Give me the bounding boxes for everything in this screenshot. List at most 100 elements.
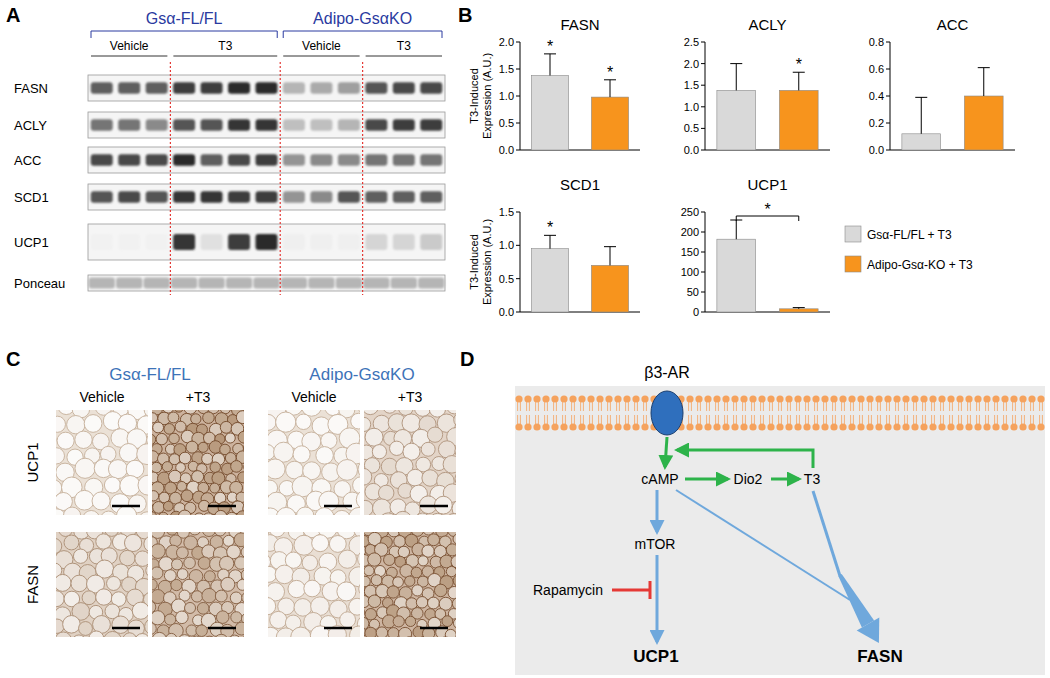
lipid-tail (571, 415, 572, 424)
cell (440, 637, 451, 638)
cell (376, 627, 388, 637)
band (338, 82, 360, 94)
lipid-head (902, 395, 909, 402)
band (256, 154, 278, 166)
band (146, 154, 168, 166)
y-tick (886, 96, 890, 97)
cell (378, 485, 393, 500)
lipid-tail (862, 415, 863, 424)
band (173, 234, 195, 250)
cell (194, 513, 205, 515)
lipid-tail (1015, 402, 1016, 411)
band (173, 154, 195, 166)
cell (454, 412, 456, 427)
cell (152, 632, 166, 637)
cell (152, 590, 165, 604)
cell (329, 536, 346, 553)
lipid-tail (916, 415, 917, 424)
bar-chart: FASNT3-InducedExpression (A.U.)0.00.51.0… (468, 16, 640, 156)
error-bar (978, 68, 990, 96)
y-tick (701, 312, 705, 313)
cell (215, 510, 227, 515)
lipid-head (965, 395, 972, 402)
scale-bar (208, 627, 236, 630)
cell (152, 413, 158, 423)
band (118, 234, 140, 250)
band (420, 154, 442, 166)
lipid-tail (727, 402, 728, 411)
cell (238, 472, 244, 483)
y-tick-label: 2.0 (499, 36, 514, 48)
lipid-tail (859, 415, 860, 424)
lipid-tail (760, 402, 761, 411)
lipid-tail (976, 402, 977, 411)
lipid-tail (799, 402, 800, 411)
lipid-tail (877, 402, 878, 411)
y-tick (701, 63, 705, 64)
cell (191, 591, 202, 602)
y-tick-label: 1.0 (684, 101, 699, 113)
cell (152, 579, 157, 590)
lipid-tail (637, 415, 638, 424)
lipid-tail (754, 415, 755, 424)
lipid-head (587, 423, 594, 430)
band (420, 119, 442, 131)
lipid-tail (880, 402, 881, 411)
lipid-head (731, 423, 738, 430)
lipid-tail (970, 402, 971, 411)
lipid-head (623, 423, 630, 430)
micrograph (56, 532, 148, 637)
y-tick (701, 85, 705, 86)
micrograph (56, 410, 148, 515)
lipid-head (551, 423, 558, 430)
lipid-head (614, 423, 621, 430)
lipid-tail (940, 415, 941, 424)
y-tick-label: 0.5 (684, 122, 699, 134)
lipid-tail (907, 402, 908, 411)
lipid-tail (871, 402, 872, 411)
cell (421, 442, 435, 456)
lipid-tail (529, 415, 530, 424)
cell (152, 623, 156, 635)
cell (210, 462, 220, 472)
lipid-tail (799, 415, 800, 424)
lipid-tail (850, 402, 851, 411)
micrograph-field (152, 410, 244, 515)
cell (124, 534, 141, 551)
lipid-head (830, 395, 837, 402)
lipid-head (695, 395, 702, 402)
cell (56, 532, 57, 538)
lipid-head (632, 423, 639, 430)
lipid-head (785, 423, 792, 430)
cell (236, 411, 244, 424)
lipid-tail (790, 402, 791, 411)
arrowhead (857, 618, 880, 643)
cell (415, 513, 430, 515)
band (171, 277, 197, 288)
cell (166, 633, 177, 637)
cell (234, 557, 244, 570)
bar-chart: ACLY0.00.51.01.52.02.5* (684, 16, 830, 156)
lipid-tail (547, 402, 548, 411)
cell (132, 602, 148, 619)
lipid-tail (529, 402, 530, 411)
lipid-tail (727, 415, 728, 424)
band (256, 82, 278, 94)
lipid-tail (556, 402, 557, 411)
lipid-tail (832, 402, 833, 411)
lipid-tail (646, 415, 647, 424)
node-label: mTOR (635, 536, 676, 552)
band (89, 277, 115, 288)
lipid-head (884, 423, 891, 430)
lipid-tail (745, 415, 746, 424)
cell (428, 534, 440, 546)
lipid-head (749, 395, 756, 402)
lipid-tail (979, 415, 980, 424)
band (201, 119, 223, 131)
chart-title: UCP1 (747, 176, 787, 193)
band (228, 154, 250, 166)
band (201, 234, 223, 250)
row-label: ACLY (14, 118, 47, 133)
panel-label: A (6, 4, 20, 26)
lipid-head (875, 423, 882, 430)
